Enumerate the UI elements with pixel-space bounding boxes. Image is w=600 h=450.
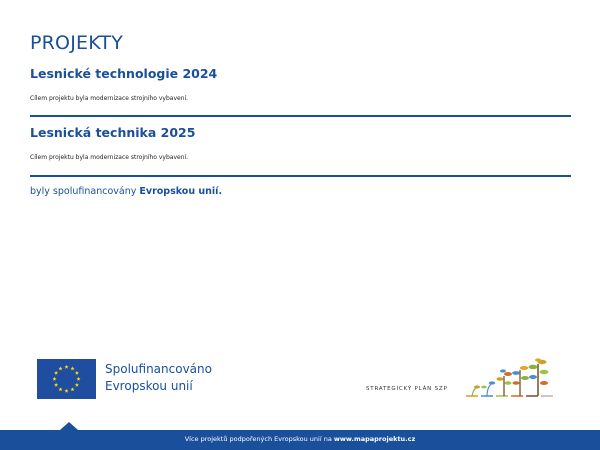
eu-stars-icon [52, 364, 81, 393]
eu-star [58, 366, 63, 371]
project-item: Lesnické technologie 2024 Cílem projektu… [30, 66, 570, 102]
project-name: Lesnická technika 2025 [30, 125, 196, 140]
eu-star [64, 364, 69, 369]
section-divider [30, 175, 571, 177]
eu-star [64, 388, 69, 393]
eu-cofinanced-logo: Spolufinancováno Evropskou unií [37, 359, 227, 399]
cofinance-emphasis: Evropskou unií. [139, 186, 223, 197]
eu-star [54, 382, 59, 387]
cofinance-statement: byly spolufinancovány Evropskou unií. [30, 186, 222, 197]
project-description: Cílem projektu byla modernizace strojníh… [30, 154, 189, 161]
eu-logo-line2: Evropskou unií [105, 379, 193, 393]
page-title: PROJEKTY [30, 32, 124, 54]
footer-notch [60, 422, 78, 430]
footer-bar [0, 430, 600, 450]
eu-star [74, 370, 79, 375]
project-item: Lesnická technika 2025 Cílem projektu by… [30, 125, 570, 161]
eu-star [70, 366, 75, 371]
plants-icon [466, 358, 553, 397]
project-name: Lesnické technologie 2024 [30, 66, 218, 81]
eu-star [70, 387, 75, 392]
footer-text: Více projektů podpořených Evropskou unií… [0, 435, 600, 443]
eu-star [52, 376, 57, 381]
strategic-plan-label: STRATEGICKÝ PLÁN SZP [366, 386, 448, 392]
cofinance-prefix: byly spolufinancovány [30, 186, 140, 197]
eu-logo-text: Spolufinancováno Evropskou unií [105, 361, 212, 395]
footer-text-prefix: Více projektů podpořených Evropskou unií… [184, 435, 334, 443]
eu-flag-icon [37, 359, 96, 399]
eu-star [76, 376, 81, 381]
eu-star [54, 370, 59, 375]
section-divider [30, 115, 571, 117]
footer-link[interactable]: www.mapaprojektu.cz [333, 435, 416, 443]
eu-star [74, 382, 79, 387]
eu-logo-line1: Spolufinancováno [105, 362, 212, 376]
project-description: Cílem projektu byla modernizace strojníh… [30, 95, 189, 102]
eu-star [58, 387, 63, 392]
strategic-plan-logo: STRATEGICKÝ PLÁN SZP [366, 356, 566, 402]
